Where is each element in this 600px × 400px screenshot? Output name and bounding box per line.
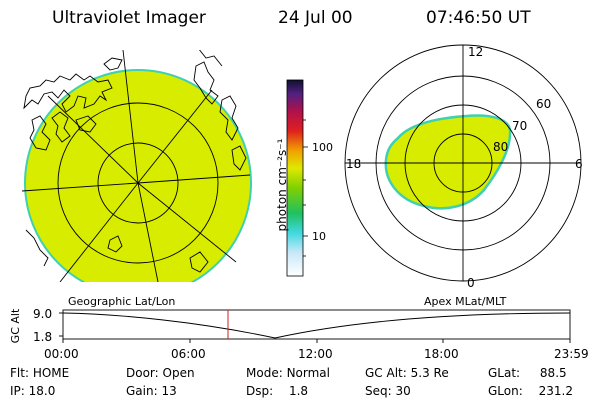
altitude-ytick-1-8: 1.8 (33, 330, 53, 344)
colorbar-tick-100: 100 (312, 141, 333, 154)
observation-date: 24 Jul 00 (278, 8, 353, 28)
status-seq: Seq: 30 (365, 384, 411, 398)
colorbar-tick-10: 10 (312, 230, 326, 243)
status-flt-value: HOME (32, 366, 70, 380)
altitude-xtick-0000: 00:00 (44, 347, 79, 361)
altitude-xtick-0600: 06:00 (171, 347, 206, 361)
geo-coastlines (23, 50, 247, 273)
status-gain-value: 13 (161, 384, 177, 398)
altitude-xtick-2359: 23:59 (554, 347, 589, 361)
polar-aurora-oval (384, 114, 512, 210)
status-glat: GLat: 88.5 (488, 366, 567, 380)
colorbar-scale (286, 79, 304, 277)
altitude-ticks (59, 312, 571, 343)
mlt-label-0: 0 (467, 276, 475, 290)
status-ip: IP: 18.0 (10, 384, 55, 398)
mlat-label-70: 70 (512, 119, 528, 133)
altitude-ylabel: GC Alt (9, 308, 22, 344)
altitude-xtick-1200: 12:00 (298, 347, 333, 361)
status-dsp-value: 1.8 (288, 384, 309, 398)
geo-graticule (22, 50, 251, 282)
status-door: Door: Open (126, 366, 195, 380)
altitude-xtick-1800: 18:00 (424, 347, 459, 361)
status-flt-label: Flt: (10, 366, 29, 380)
mlat-label-80: 80 (493, 140, 509, 154)
polar-grid (344, 44, 582, 282)
mlat-label-60: 60 (536, 97, 552, 111)
status-gc-alt-value: 5.3 Re (410, 366, 449, 380)
geo-panel-caption: Geographic Lat/Lon (68, 295, 176, 308)
status-seq-label: Seq: (365, 384, 392, 398)
altitude-plot-frame (62, 309, 571, 340)
status-ip-value: 18.0 (28, 384, 56, 398)
status-glat-value: 88.5 (539, 366, 567, 380)
altitude-ytick-9: 9.0 (33, 307, 53, 321)
status-glon-value: 231.2 (538, 384, 573, 398)
instrument-title: Ultraviolet Imager (52, 8, 206, 28)
status-gain: Gain: 13 (126, 384, 177, 398)
observation-time: 07:46:50 UT (426, 8, 531, 28)
polar-panel (344, 44, 582, 282)
status-seq-value: 30 (395, 384, 411, 398)
altitude-plot (59, 309, 571, 343)
status-glat-label: GLat: (488, 366, 521, 380)
status-glon: GLon: 231.2 (488, 384, 573, 398)
status-dsp-label: Dsp: (246, 384, 274, 398)
geo-panel (22, 50, 252, 282)
status-ip-label: IP: (10, 384, 25, 398)
altitude-curve (62, 312, 571, 339)
status-mode-label: Mode: (246, 366, 283, 380)
colorbar-unit-label: photon cm⁻²s⁻¹ (275, 138, 289, 232)
colorbar (286, 79, 308, 277)
status-mode: Mode: Normal (246, 366, 330, 380)
mlt-label-18: 18 (346, 157, 362, 171)
polar-panel-caption: Apex MLat/MLT (424, 295, 507, 308)
status-glon-label: GLon: (488, 384, 523, 398)
status-door-value: Open (162, 366, 195, 380)
status-gain-label: Gain: (126, 384, 158, 398)
status-gc-alt: GC Alt: 5.3 Re (365, 366, 449, 380)
status-mode-value: Normal (286, 366, 330, 380)
status-door-label: Door: (126, 366, 159, 380)
mlt-label-6: 6 (575, 157, 583, 171)
status-dsp: Dsp: 1.8 (246, 384, 308, 398)
mlt-label-12: 12 (468, 45, 484, 59)
status-flt: Flt: HOME (10, 366, 69, 380)
status-gc-alt-label: GC Alt: (365, 366, 407, 380)
